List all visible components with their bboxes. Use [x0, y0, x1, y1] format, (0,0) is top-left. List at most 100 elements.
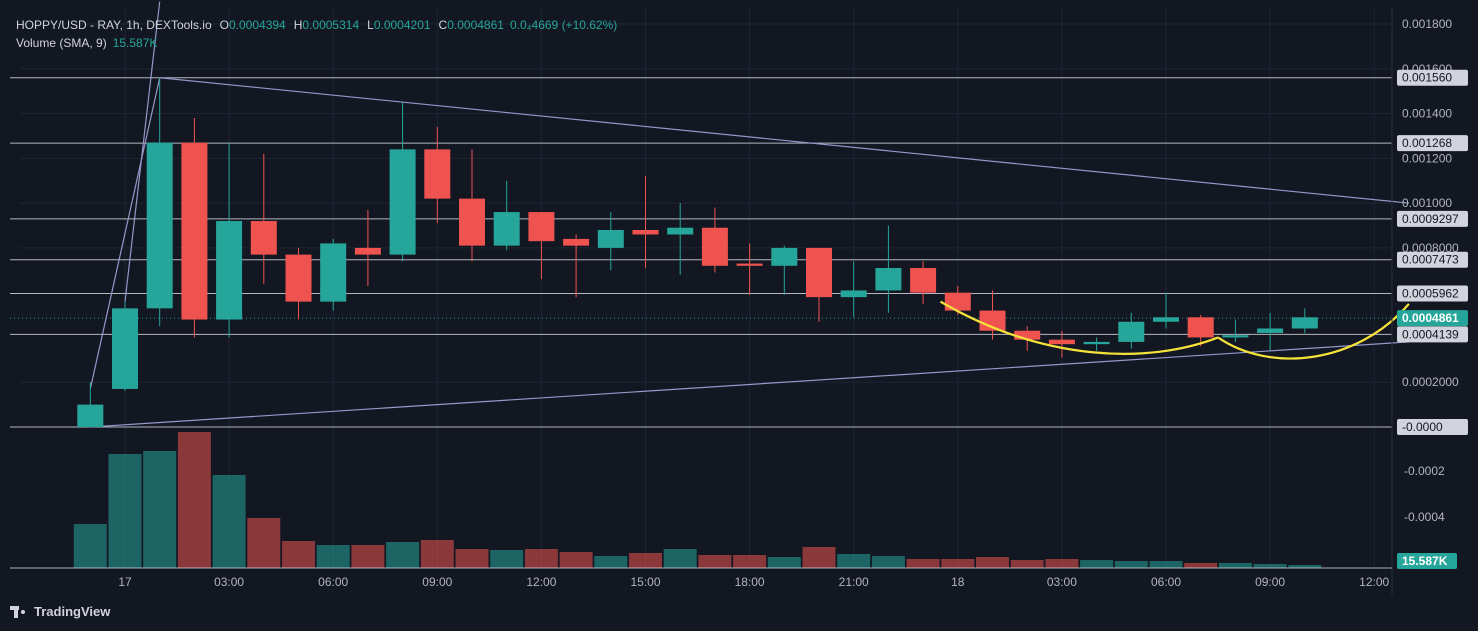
close-value: 0.0004861: [447, 18, 504, 32]
volume-bar: [559, 552, 593, 568]
candle-body: [1187, 317, 1214, 338]
candle-body: [459, 198, 485, 246]
volume-bar: [733, 555, 767, 568]
volume-bar: [73, 524, 107, 568]
candle-body: [216, 221, 243, 320]
tradingview-logo-text: TradingView: [34, 604, 111, 619]
volume-bar: [1288, 565, 1322, 568]
level-label: 0.0007473: [1402, 253, 1459, 267]
candle-body: [1083, 341, 1110, 345]
high-value: 0.0005314: [302, 18, 360, 32]
tradingview-logo-icon: [10, 605, 30, 618]
volume-bar: [802, 547, 836, 568]
last-price-label-box: [1397, 310, 1468, 327]
candle-body: [701, 227, 728, 266]
volume-bar: [177, 432, 211, 568]
volume-bar: [420, 540, 454, 568]
price-tick-label: 0.001400: [1402, 107, 1452, 121]
volume-bar: [455, 549, 489, 568]
candle-body: [389, 149, 416, 255]
volume-bar: [1080, 560, 1114, 568]
time-tick-label: 12:00: [1359, 575, 1389, 589]
volume-bar: [351, 545, 385, 568]
volume-bar: [871, 556, 905, 568]
candle-body: [597, 229, 624, 248]
volume-label: Volume (SMA, 9): [16, 36, 107, 50]
candle-body: [1257, 328, 1284, 333]
candle-body: [77, 404, 104, 427]
volume-bar: [212, 475, 246, 568]
level-label: 0.001560: [1402, 71, 1452, 85]
time-tick-label: 18:00: [735, 575, 765, 589]
candle-body: [563, 238, 590, 246]
volume-bar: [1114, 561, 1148, 568]
candle-body: [1014, 330, 1041, 340]
level-label-box: [1397, 285, 1468, 302]
level-label: 0.0005962: [1402, 287, 1459, 301]
volume-bar: [247, 518, 281, 568]
volume-value: 15.587K: [112, 36, 158, 50]
time-tick-label: 12:00: [526, 575, 556, 589]
candle-body: [354, 247, 381, 255]
candle-body: [944, 292, 971, 311]
volume-bar: [524, 549, 558, 568]
candle-body: [1048, 339, 1075, 345]
time-tick-label: 15:00: [630, 575, 660, 589]
ohlc-row: HOPPY/USD - RAY, 1h, DEXTools.io O 0.0004…: [16, 16, 617, 34]
change-value: 0.0₄4669 (+10.62%): [509, 18, 618, 32]
level-label: 0.0004139: [1402, 327, 1459, 341]
volume-bar: [837, 554, 871, 568]
level-label-box: [1397, 326, 1468, 343]
volume-bar: [316, 545, 350, 568]
volume-bar: [976, 557, 1009, 568]
time-tick-label: 06:00: [1151, 575, 1181, 589]
trendline: [124, 1, 161, 302]
volume-bar: [1010, 560, 1044, 568]
volume-bar: [108, 454, 142, 568]
tradingview-logo[interactable]: TradingView: [10, 604, 110, 619]
price-tick-label: 0.0002000: [1402, 375, 1459, 389]
candle-body: [1153, 317, 1179, 322]
trendline: [159, 77, 1409, 204]
volume-bar: [143, 451, 177, 568]
candle-body: [320, 243, 347, 302]
open-label: O: [219, 18, 229, 32]
volume-tick-label: -0.0004: [1404, 510, 1445, 524]
price-tick-label: 0.001000: [1402, 196, 1452, 210]
volume-bar: [594, 556, 628, 568]
volume-bar: [906, 559, 940, 568]
price-tick-label: 0.001800: [1402, 17, 1452, 31]
candle-body: [146, 142, 173, 309]
open-value: 0.0004394: [228, 18, 286, 32]
volume-bar: [1184, 563, 1218, 568]
time-tick-label: 03:00: [1047, 575, 1077, 589]
volume-tick-label: -0.0002: [1404, 464, 1445, 478]
trendline: [90, 341, 1409, 428]
chart-legend: HOPPY/USD - RAY, 1h, DEXTools.io O 0.0004…: [16, 16, 617, 52]
level-label-box: [1397, 210, 1468, 227]
annotation-arc: [939, 300, 1219, 355]
candle-body: [910, 268, 937, 293]
volume-last-label-box: [1397, 553, 1457, 569]
annotation-arc: [1217, 303, 1410, 360]
time-tick-label: 18: [951, 575, 965, 589]
volume-last-label: 15.587K: [1402, 554, 1448, 568]
time-tick-label: 06:00: [318, 575, 348, 589]
candle-body: [1291, 317, 1318, 329]
volume-bar: [1218, 563, 1252, 568]
time-tick-label: 09:00: [422, 575, 452, 589]
close-label: C: [438, 18, 448, 32]
price-tick-label: 0.001200: [1402, 151, 1452, 165]
low-value: 0.0004201: [373, 18, 431, 32]
volume-bar: [1253, 564, 1287, 568]
candle-body: [112, 308, 138, 389]
volume-bar: [629, 553, 662, 568]
volume-bar: [1045, 559, 1079, 568]
last-price-label: 0.0004861: [1402, 311, 1459, 325]
volume-bar: [941, 559, 975, 568]
high-label: H: [293, 18, 303, 32]
candle-body: [875, 268, 902, 291]
level-label-box: [1397, 135, 1468, 152]
